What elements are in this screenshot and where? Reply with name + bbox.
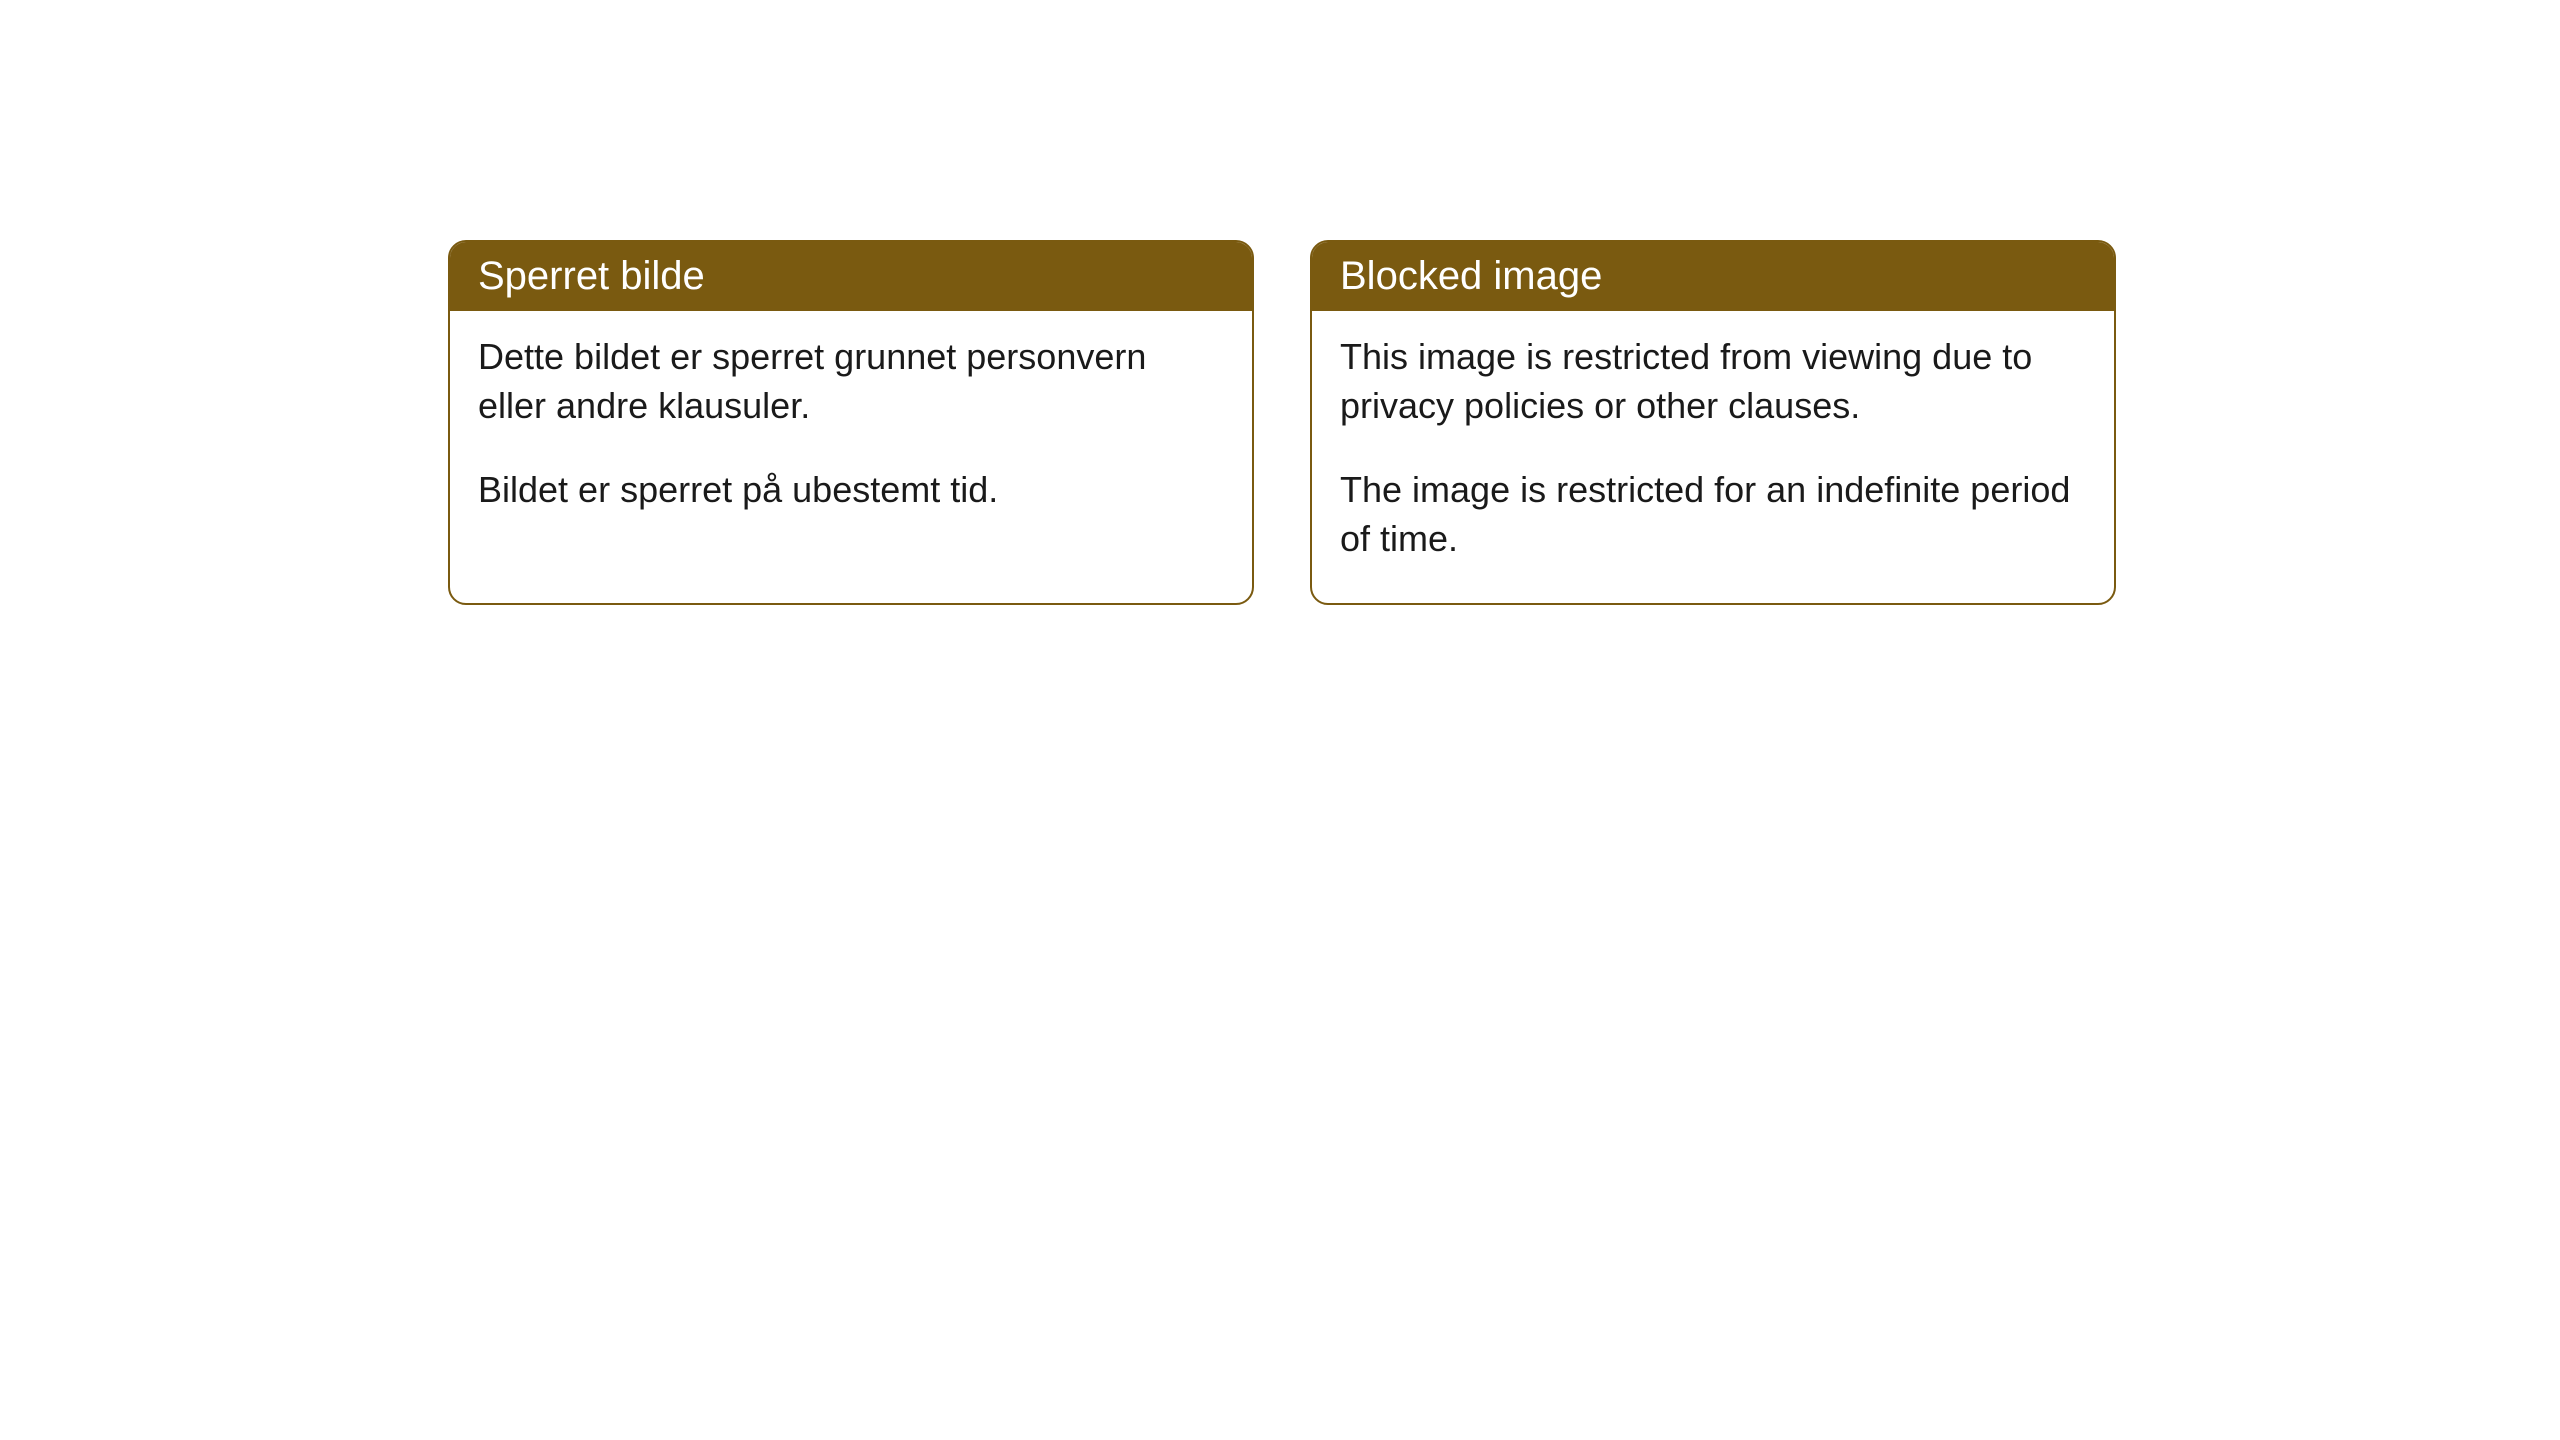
cards-container: Sperret bilde Dette bildet er sperret gr…	[448, 240, 2116, 605]
card-paragraph: Bildet er sperret på ubestemt tid.	[478, 466, 1224, 515]
card-title: Sperret bilde	[478, 254, 705, 298]
card-paragraph: Dette bildet er sperret grunnet personve…	[478, 333, 1224, 430]
card-paragraph: This image is restricted from viewing du…	[1340, 333, 2086, 430]
blocked-image-card-norwegian: Sperret bilde Dette bildet er sperret gr…	[448, 240, 1254, 605]
blocked-image-card-english: Blocked image This image is restricted f…	[1310, 240, 2116, 605]
card-paragraph: The image is restricted for an indefinit…	[1340, 466, 2086, 563]
card-title: Blocked image	[1340, 254, 1602, 298]
card-header: Sperret bilde	[450, 242, 1252, 311]
card-body: This image is restricted from viewing du…	[1312, 311, 2114, 603]
card-header: Blocked image	[1312, 242, 2114, 311]
card-body: Dette bildet er sperret grunnet personve…	[450, 311, 1252, 555]
